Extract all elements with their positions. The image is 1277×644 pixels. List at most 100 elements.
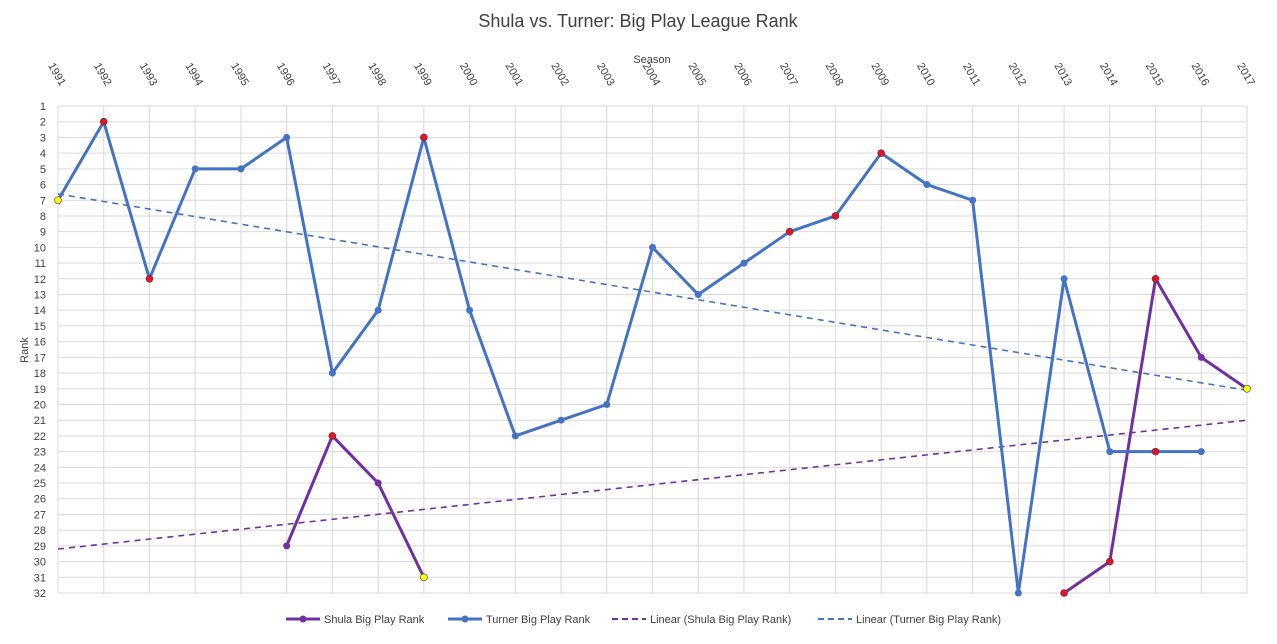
legend: Shula Big Play Rank Turner Big Play Rank L… xyxy=(286,614,1001,626)
highlight-marker xyxy=(1106,557,1114,566)
y-tick-label: 13 xyxy=(34,290,46,302)
highlight-marker xyxy=(99,117,108,126)
legend-label: Linear (Turner Big Play Rank) xyxy=(856,614,1001,626)
y-tick-label: 10 xyxy=(34,242,46,254)
highlight-marker xyxy=(145,275,154,283)
data-point xyxy=(923,181,931,189)
data-point xyxy=(603,400,611,408)
y-tick-label: 2 xyxy=(40,117,46,129)
y-tick-label: 6 xyxy=(40,180,46,192)
x-tick-label: 2016 xyxy=(1189,61,1212,88)
y-tick-label: 8 xyxy=(40,211,46,223)
y-tick-label: 15 xyxy=(34,321,46,333)
y-tick-label: 16 xyxy=(34,337,46,349)
data-point xyxy=(1014,589,1022,597)
data-point xyxy=(328,369,336,377)
highlight-marker xyxy=(1243,384,1251,393)
y-tick-label: 20 xyxy=(34,399,46,411)
data-point xyxy=(374,306,382,314)
x-tick-label: 2005 xyxy=(686,61,709,88)
trendlines xyxy=(57,193,1248,550)
data-point xyxy=(237,165,245,173)
y-tick-label: 18 xyxy=(34,368,46,380)
x-tick-label: 2008 xyxy=(823,61,846,88)
x-tick-label: 2000 xyxy=(457,61,480,88)
x-tick-label: 2012 xyxy=(1006,61,1029,88)
x-tick-label: 2010 xyxy=(914,61,937,88)
y-tick-label: 27 xyxy=(34,509,46,521)
y-tick-label: 11 xyxy=(35,258,46,270)
trendline xyxy=(57,193,1248,392)
data-point xyxy=(557,416,565,424)
y-tick-label: 24 xyxy=(34,462,46,474)
highlight-marker xyxy=(877,149,885,157)
highlight-marker xyxy=(420,133,428,142)
highlight-marker xyxy=(1151,447,1160,456)
y-tick-label: 21 xyxy=(34,415,46,427)
series-line xyxy=(285,434,426,578)
y-tick-label: 9 xyxy=(40,227,46,239)
data-point xyxy=(1060,275,1068,283)
x-tick-label: 2017 xyxy=(1234,61,1257,88)
x-tick-label: 2006 xyxy=(731,61,754,88)
x-tick-label: 2014 xyxy=(1097,61,1120,88)
highlight-marker xyxy=(785,227,794,236)
y-tick-labels: 1234567891011121314151617181920212223242… xyxy=(34,101,46,600)
y-tick-label: 22 xyxy=(34,431,46,443)
data-point xyxy=(694,291,702,299)
x-tick-label: 1997 xyxy=(320,61,343,88)
y-tick-label: 17 xyxy=(34,352,46,364)
x-tick-label: 1995 xyxy=(228,61,251,88)
x-tick-label: 1991 xyxy=(45,61,68,88)
data-point xyxy=(1197,448,1205,456)
legend-label: Linear (Shula Big Play Rank) xyxy=(650,614,791,626)
x-tick-label: 2009 xyxy=(868,61,891,88)
legend-marker xyxy=(299,615,307,623)
highlight-marker xyxy=(1151,275,1160,283)
data-point xyxy=(1106,448,1114,456)
y-tick-label: 12 xyxy=(34,274,46,286)
x-tick-label: 2007 xyxy=(777,61,800,88)
data-point xyxy=(511,432,519,440)
data-point xyxy=(374,479,382,487)
x-tick-label: 1992 xyxy=(91,61,114,88)
data-point xyxy=(1197,353,1205,361)
y-tick-label: 25 xyxy=(34,478,46,490)
y-tick-label: 29 xyxy=(34,541,46,553)
x-tick-label: 1999 xyxy=(411,61,434,88)
y-tick-label: 14 xyxy=(34,305,46,317)
y-tick-label: 26 xyxy=(34,494,46,506)
data-point xyxy=(283,542,291,550)
series-line xyxy=(56,120,1202,595)
data-point xyxy=(649,243,656,251)
y-tick-label: 19 xyxy=(34,384,46,396)
y-axis-label: Rank xyxy=(19,337,31,363)
data-point xyxy=(466,306,474,314)
data-point xyxy=(283,133,291,141)
highlight-marker xyxy=(328,432,337,440)
chart-title: Shula vs. Turner: Big Play League Rank xyxy=(478,11,798,31)
x-tick-label: 2003 xyxy=(594,61,617,88)
x-axis-label: Season xyxy=(633,54,670,66)
legend-label: Turner Big Play Rank xyxy=(486,614,591,626)
x-tick-label: 2011 xyxy=(960,61,982,87)
x-tick-label: 2013 xyxy=(1051,61,1074,88)
y-tick-label: 4 xyxy=(40,148,46,160)
highlight-marker xyxy=(831,212,840,220)
x-tick-label: 2015 xyxy=(1143,61,1166,88)
x-tick-label: 1994 xyxy=(182,61,205,88)
data-point xyxy=(740,259,748,267)
x-tick-label: 1993 xyxy=(137,61,160,88)
legend-marker xyxy=(461,615,469,623)
y-tick-label: 5 xyxy=(40,164,46,176)
trendline xyxy=(57,419,1248,550)
highlight-marker xyxy=(1060,589,1068,597)
highlight-marker xyxy=(420,573,428,582)
y-tick-label: 7 xyxy=(40,195,46,207)
grid xyxy=(57,105,1248,594)
highlight-marker xyxy=(54,196,62,205)
y-tick-label: 28 xyxy=(34,525,46,537)
y-tick-label: 32 xyxy=(34,588,46,600)
